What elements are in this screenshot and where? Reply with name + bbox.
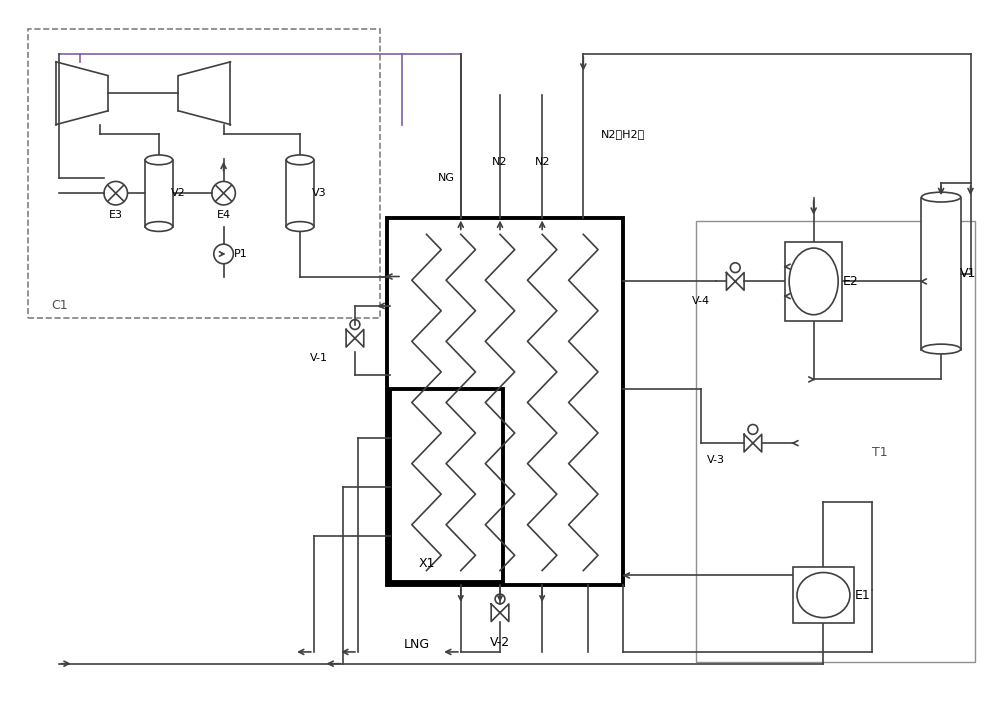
Bar [785,242,842,321]
Bar [387,218,623,585]
Ellipse shape [145,222,173,232]
Text: V1: V1 [960,267,977,280]
Text: E4: E4 [217,210,231,220]
Text: X1: X1 [418,557,435,570]
Ellipse shape [921,344,961,354]
Text: N2: N2 [534,157,550,167]
Bar [793,567,854,623]
Text: C1: C1 [51,300,68,312]
Bar [390,389,503,583]
Text: V-4: V-4 [692,296,710,306]
Bar [145,160,173,227]
Text: E1: E1 [855,588,871,602]
Bar [286,160,314,227]
Ellipse shape [797,573,850,618]
Text: LNG: LNG [404,637,430,651]
Bar [28,29,380,318]
Text: V-3: V-3 [707,455,725,465]
Text: V2: V2 [171,188,186,198]
Text: P1: P1 [234,249,248,259]
Ellipse shape [789,248,838,314]
Ellipse shape [921,192,961,202]
Text: NG: NG [438,173,455,183]
Ellipse shape [145,155,173,165]
Ellipse shape [286,222,314,232]
Text: E2: E2 [843,275,859,288]
Ellipse shape [286,155,314,165]
Text: V3: V3 [312,188,327,198]
Text: T1: T1 [872,446,888,459]
Text: N2、H2等: N2、H2等 [600,129,645,140]
Text: V-1: V-1 [310,353,328,363]
Text: V-2: V-2 [490,635,510,649]
Text: N2: N2 [492,157,508,167]
Bar [696,220,975,662]
Text: E3: E3 [109,210,123,220]
Bar [921,198,961,350]
